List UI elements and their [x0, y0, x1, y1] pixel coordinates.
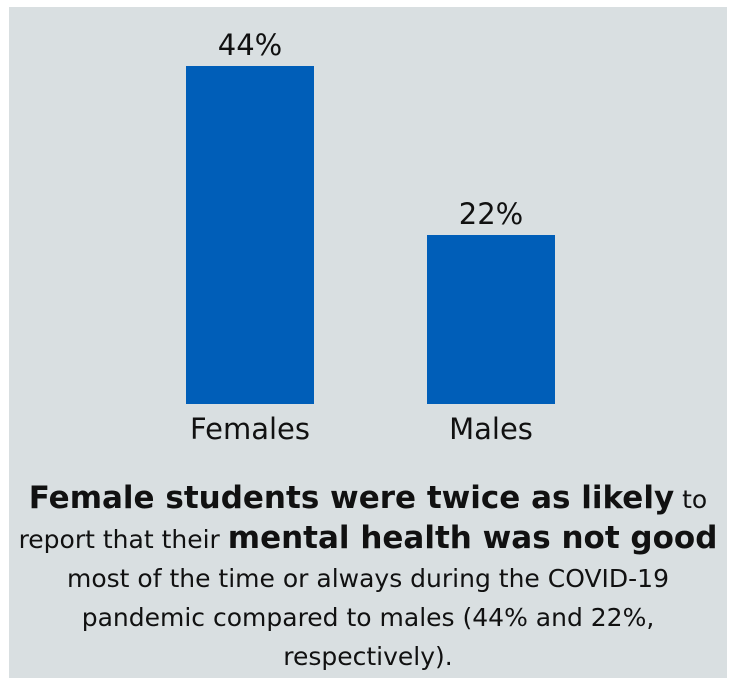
caption-text-2: to report that their: [18, 485, 708, 554]
bars-layer: [186, 66, 555, 404]
labels-layer: 44% Females 22% Males: [190, 28, 533, 446]
bar-chart: 44% Females 22% Males: [186, 28, 555, 446]
data-label-females: 44%: [218, 28, 282, 62]
infographic-panel: 44% Females 22% Males Female students were …: [9, 7, 727, 678]
caption-bold-1: Female students were twice as likely: [28, 480, 675, 516]
category-label-males: Males: [449, 412, 533, 446]
category-label-females: Females: [190, 412, 310, 446]
bar-females: [186, 66, 314, 404]
data-label-males: 22%: [459, 197, 523, 231]
caption-bold-3: mental health was not good: [227, 520, 718, 556]
caption: Female students were twice as likely to …: [9, 479, 727, 676]
bar-males: [427, 235, 555, 404]
caption-text-4: most of the time or always during the CO…: [66, 564, 669, 671]
